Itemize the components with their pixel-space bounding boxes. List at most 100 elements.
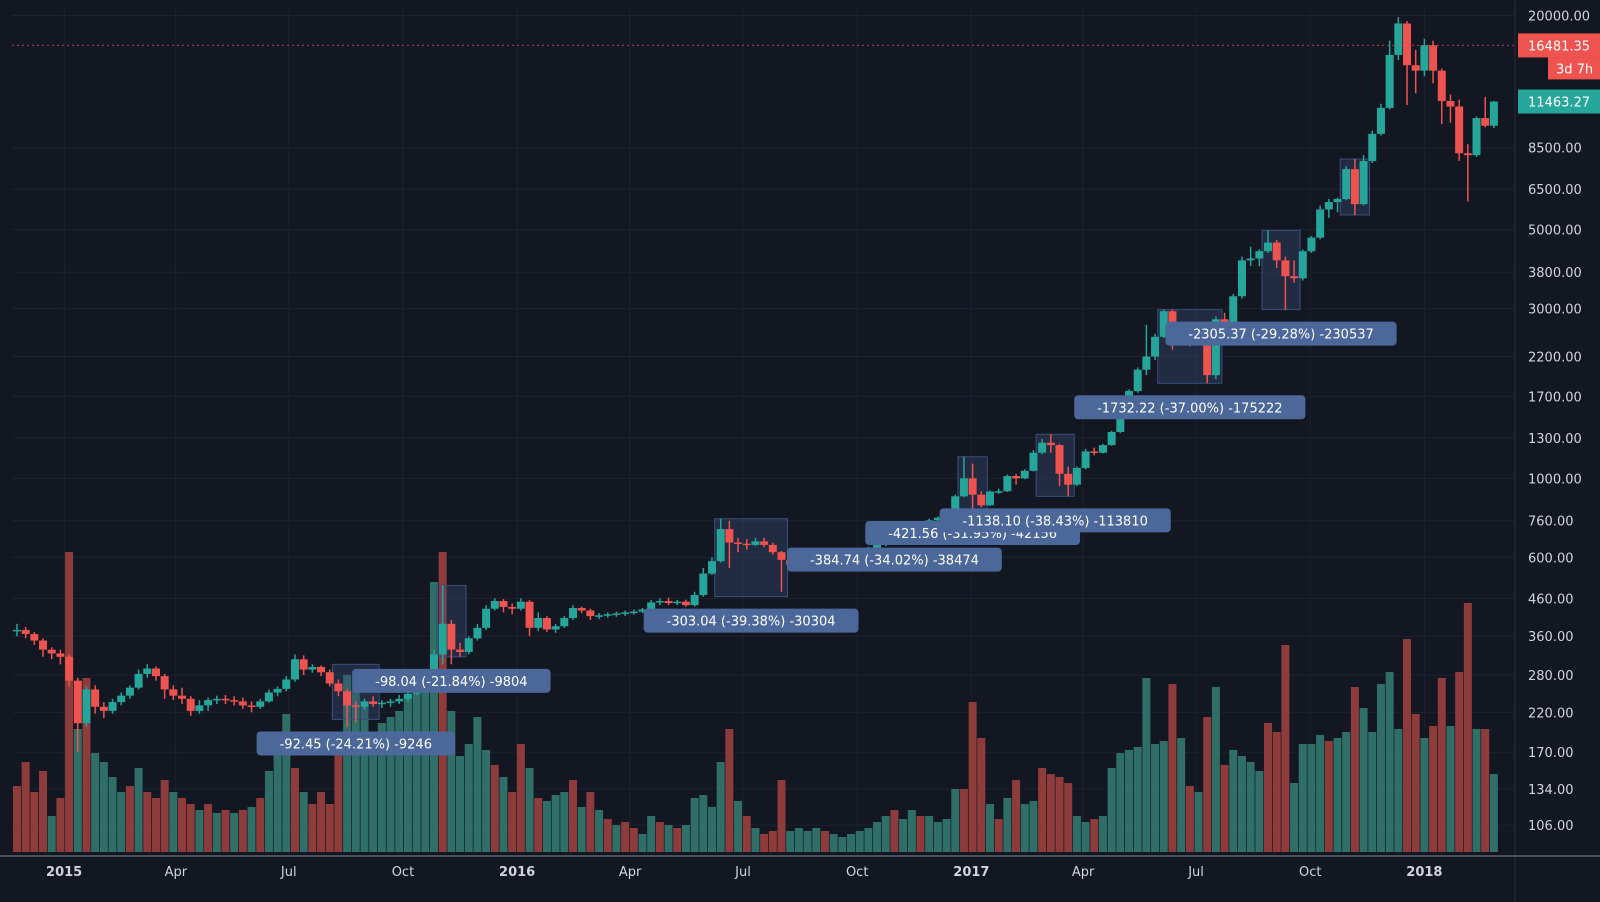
candle — [30, 631, 39, 646]
candle-body — [204, 700, 213, 706]
candle — [959, 456, 968, 498]
candle-body — [1064, 473, 1073, 485]
volume-bar — [1029, 801, 1038, 852]
candle-body — [525, 601, 534, 628]
volume-bar — [1177, 738, 1186, 852]
volume-bar — [1064, 783, 1073, 852]
volume-bar — [412, 684, 421, 852]
candle-body — [560, 617, 569, 627]
candle — [1437, 68, 1446, 125]
candle — [360, 698, 369, 710]
candle-body — [1151, 336, 1160, 357]
volume-bar — [838, 837, 847, 852]
candle — [91, 685, 100, 714]
volume-bar — [464, 744, 473, 852]
measure-label-text: -384.74 (-34.02%) -38474 — [810, 554, 979, 569]
measure-label-text: -92.45 (-24.21%) -9246 — [280, 737, 432, 752]
candle-body — [977, 494, 986, 506]
candle-body — [482, 608, 491, 628]
price-tag[interactable]: 16481.35 3d 7h — [1518, 33, 1600, 80]
candle-body — [986, 491, 995, 506]
candle-body — [247, 705, 256, 707]
price-axis[interactable]: 20000.00 8500.00 6500.00 5000.00 3800.00 3000… — [1514, 0, 1590, 902]
volume-bar — [516, 744, 525, 852]
candle-body — [568, 608, 577, 618]
price-tag-bg — [1518, 89, 1600, 114]
volume-bar — [395, 711, 404, 852]
candle — [108, 698, 117, 714]
candle-body — [1472, 118, 1481, 156]
volume-bar — [143, 792, 152, 852]
volume-bar — [655, 822, 664, 852]
candle-body — [760, 541, 769, 545]
candle-body — [273, 688, 282, 693]
volume-bar — [647, 816, 656, 852]
measure-label[interactable]: -98.04 (-21.84%) -9804 — [352, 668, 551, 693]
candle-body — [1081, 451, 1090, 468]
price-tag[interactable]: 11463.27 — [1518, 89, 1600, 114]
volume-bar — [1046, 774, 1055, 852]
candle — [1281, 256, 1290, 310]
candle — [1307, 236, 1316, 254]
candle — [577, 606, 586, 614]
volume-bar — [151, 798, 160, 852]
candle — [317, 665, 326, 677]
candle — [1046, 434, 1055, 453]
price-tick-label: 1000.00 — [1528, 472, 1582, 487]
candle-body — [230, 700, 239, 702]
volume-bar — [846, 834, 855, 852]
candle-body — [1307, 237, 1316, 252]
volume-bar — [994, 819, 1003, 852]
candle-body — [65, 656, 74, 681]
candle — [221, 695, 230, 705]
time-tick-label: 2015 — [46, 865, 82, 880]
candle-body — [1003, 476, 1012, 492]
candle-body — [1446, 101, 1455, 107]
time-tick-label: Apr — [619, 865, 642, 880]
volume-bar — [299, 792, 308, 852]
measure-label[interactable]: -92.45 (-24.21%) -9246 — [256, 731, 455, 756]
measure-label[interactable]: -1138.10 (-38.43%) -113810 — [939, 508, 1171, 533]
volume-bar — [1211, 687, 1220, 852]
volume-bar — [334, 738, 343, 852]
volume-bar — [820, 831, 829, 852]
candle — [39, 638, 48, 657]
candle — [933, 516, 942, 522]
candle — [464, 636, 473, 655]
candle — [1159, 309, 1168, 339]
measure-label[interactable]: -384.74 (-34.02%) -38474 — [787, 547, 1002, 572]
candle-body — [1350, 169, 1359, 205]
candle — [586, 608, 595, 620]
volume-bar — [534, 798, 543, 852]
volume-bar — [134, 768, 143, 852]
candle-body — [1429, 45, 1438, 71]
candle-body — [621, 612, 630, 614]
candle-body — [73, 680, 82, 724]
measure-label-bg — [939, 508, 1171, 533]
volume-bar — [1368, 732, 1377, 852]
volume-bar — [673, 828, 682, 852]
price-tick-label: 3800.00 — [1528, 266, 1582, 281]
time-axis[interactable]: 2015 Apr Jul Oct 2016 Apr Jul Oct 2017 Apr Jul Oct 2… — [0, 855, 1600, 880]
candle-body — [534, 617, 543, 628]
volume-bar — [351, 690, 360, 852]
measure-label[interactable]: -2305.37 (-29.28%) -230537 — [1165, 321, 1397, 346]
candle — [178, 687, 187, 705]
candle — [1324, 198, 1333, 218]
candle — [1064, 466, 1073, 497]
volume-bar — [986, 804, 995, 852]
volume-bar — [751, 828, 760, 852]
measure-label[interactable]: -1732.22 (-37.00%) -175222 — [1074, 395, 1306, 420]
volume-bar — [621, 822, 630, 852]
volume-bar — [725, 729, 734, 852]
candle-body — [968, 478, 977, 495]
volume-bar — [742, 816, 751, 852]
volume-bar — [160, 780, 169, 852]
candle — [438, 585, 447, 665]
measure-label[interactable]: -303.04 (-39.38%) -30304 — [643, 608, 859, 633]
candle-body — [1489, 101, 1498, 126]
volume-bar — [377, 723, 386, 852]
volume-bar — [1437, 678, 1446, 852]
